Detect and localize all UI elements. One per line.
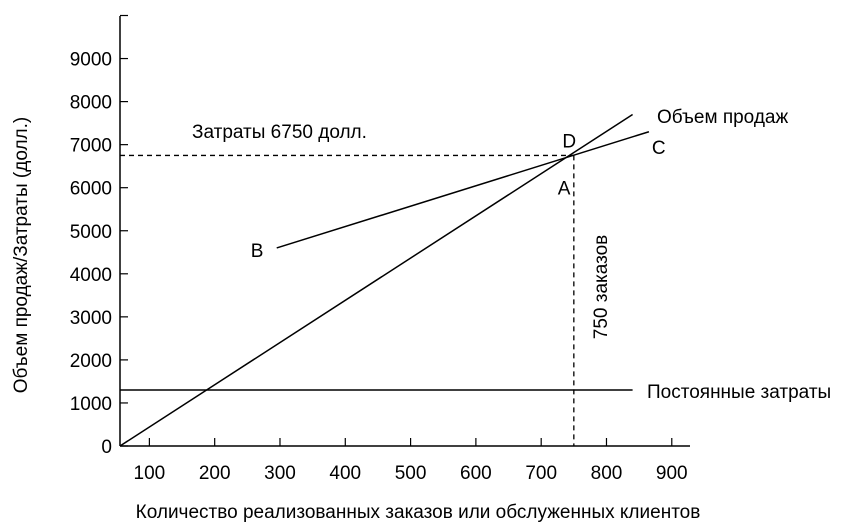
x-tick-label: 300 bbox=[264, 463, 296, 484]
x-tick-label: 400 bbox=[329, 463, 361, 484]
cost-line-bc bbox=[276, 131, 650, 249]
sales-line bbox=[119, 113, 634, 447]
point-label-b: B bbox=[251, 241, 264, 262]
y-tick-label: 8000 bbox=[70, 93, 112, 114]
sales-label: Объем продаж bbox=[657, 107, 788, 128]
x-tick-label: 600 bbox=[460, 463, 492, 484]
point-label-c: C bbox=[652, 138, 666, 159]
x-tick-label: 900 bbox=[656, 463, 688, 484]
point-label-a: A bbox=[558, 179, 571, 200]
cost-annotation: Затраты 6750 долл. bbox=[192, 122, 367, 143]
y-tick-label: 4000 bbox=[70, 265, 112, 286]
fixed-costs-label: Постоянные затраты bbox=[647, 382, 831, 403]
y-tick-label: 3000 bbox=[70, 308, 112, 329]
orders-annotation: 750 заказов bbox=[591, 235, 612, 340]
point-label-d: D bbox=[562, 131, 576, 152]
x-tick-label: 700 bbox=[525, 463, 557, 484]
y-axis-title: Объем продаж/Затраты (долл.) bbox=[11, 117, 32, 393]
x-tick-label: 800 bbox=[591, 463, 623, 484]
x-tick-label: 200 bbox=[199, 463, 231, 484]
y-tick-label: 7000 bbox=[70, 136, 112, 157]
y-tick-label: 2000 bbox=[70, 351, 112, 372]
y-tick-label: 0 bbox=[101, 437, 112, 458]
y-tick-label: 9000 bbox=[70, 50, 112, 71]
x-axis-title: Количество реализованных заказов или обс… bbox=[136, 502, 701, 523]
x-tick-label: 100 bbox=[134, 463, 166, 484]
y-tick-label: 5000 bbox=[70, 222, 112, 243]
x-tick-label: 500 bbox=[395, 463, 427, 484]
y-tick-label: 1000 bbox=[70, 394, 112, 415]
y-tick-label: 6000 bbox=[70, 179, 112, 200]
